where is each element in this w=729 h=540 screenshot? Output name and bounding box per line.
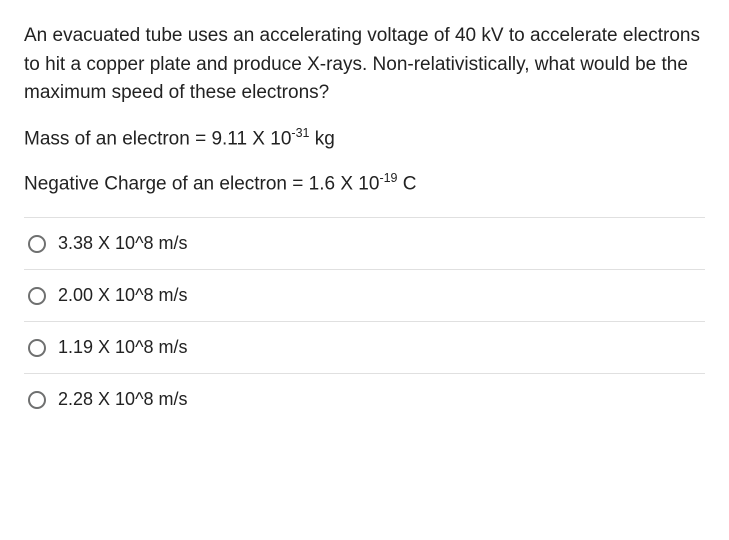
question-paragraph: An evacuated tube uses an accelerating v… — [24, 22, 705, 108]
radio-icon[interactable] — [28, 287, 46, 305]
option-label: 1.19 X 10^8 m/s — [58, 337, 188, 358]
radio-icon[interactable] — [28, 235, 46, 253]
options-list: 3.38 X 10^8 m/s 2.00 X 10^8 m/s 1.19 X 1… — [24, 217, 705, 425]
radio-icon[interactable] — [28, 391, 46, 409]
option-row[interactable]: 2.28 X 10^8 m/s — [24, 373, 705, 425]
option-row[interactable]: 3.38 X 10^8 m/s — [24, 217, 705, 269]
mass-line: Mass of an electron = 9.11 X 10-31 kg — [24, 124, 705, 154]
option-label: 3.38 X 10^8 m/s — [58, 233, 188, 254]
question-stem: An evacuated tube uses an accelerating v… — [24, 22, 705, 199]
option-label: 2.00 X 10^8 m/s — [58, 285, 188, 306]
option-label: 2.28 X 10^8 m/s — [58, 389, 188, 410]
option-row[interactable]: 1.19 X 10^8 m/s — [24, 321, 705, 373]
radio-icon[interactable] — [28, 339, 46, 357]
charge-line: Negative Charge of an electron = 1.6 X 1… — [24, 169, 705, 199]
option-row[interactable]: 2.00 X 10^8 m/s — [24, 269, 705, 321]
